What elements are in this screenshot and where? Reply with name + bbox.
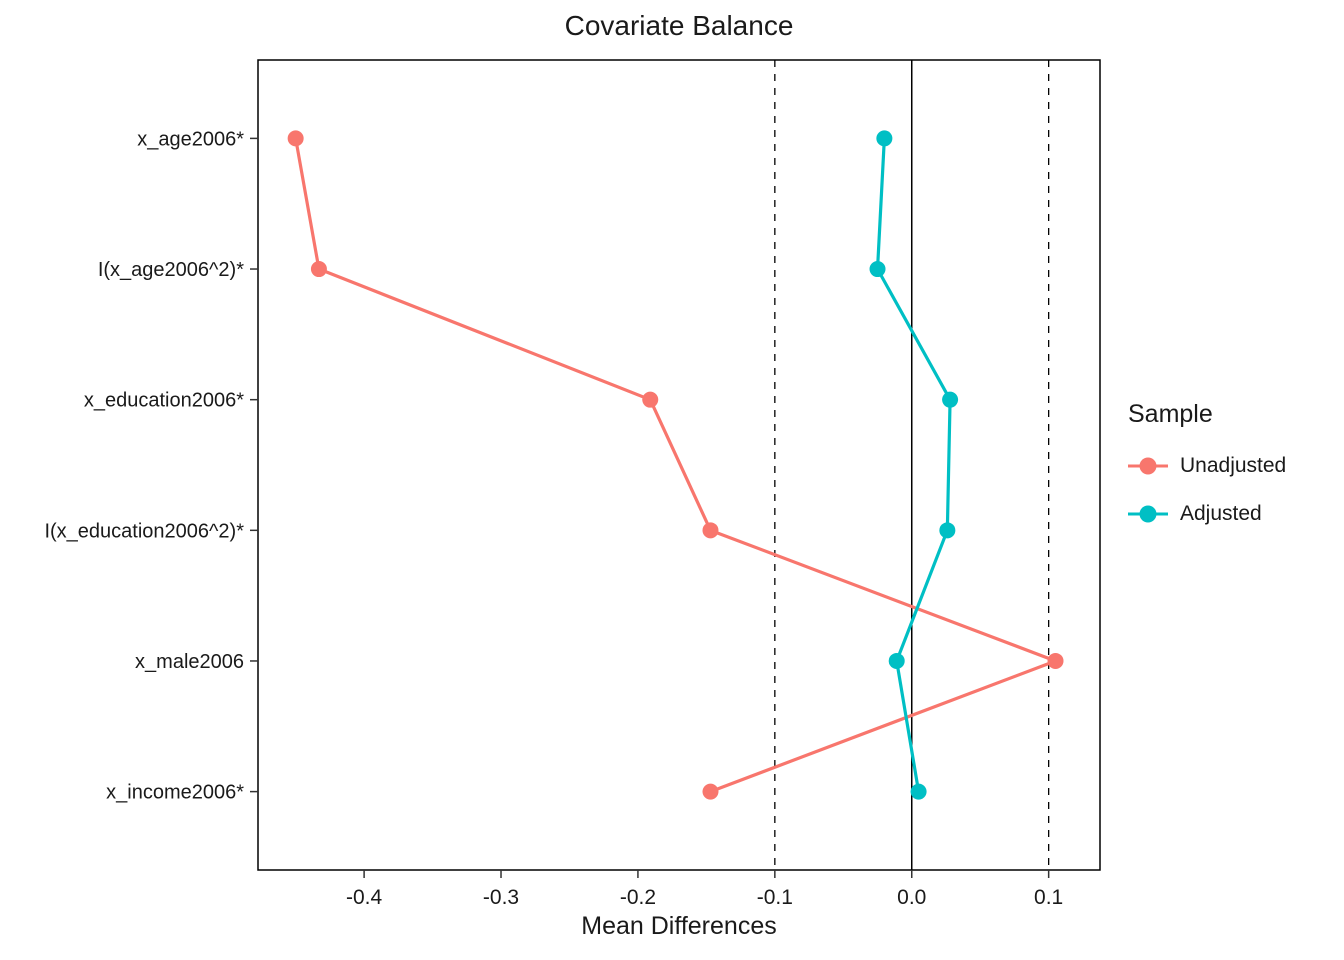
x-tick-label: -0.4 — [346, 886, 383, 909]
category-label: x_age2006* — [137, 128, 244, 150]
legend-label-unadjusted: Unadjusted — [1180, 454, 1287, 477]
point-unadjusted-2 — [642, 391, 659, 408]
x-tick-label: 0.0 — [897, 886, 926, 909]
x-tick-label: -0.2 — [620, 886, 656, 909]
point-unadjusted-5 — [702, 783, 719, 800]
point-unadjusted-1 — [310, 261, 327, 278]
legend-title: Sample — [1128, 400, 1213, 428]
point-adjusted-0 — [876, 130, 893, 147]
category-label: x_income2006* — [106, 782, 244, 804]
x-axis-title: Mean Differences — [581, 912, 777, 940]
point-adjusted-4 — [888, 652, 905, 669]
x-tick-label: -0.3 — [483, 886, 519, 909]
legend-entry-unadjusted: Unadjusted — [1128, 442, 1286, 490]
category-label: I(x_age2006^2)* — [98, 259, 244, 281]
point-swatch-icon — [1139, 505, 1157, 523]
chart-title: Covariate Balance — [564, 10, 794, 41]
point-unadjusted-4 — [1047, 652, 1064, 669]
panel-border — [257, 59, 1101, 871]
legend-key-unadjusted — [1128, 453, 1168, 479]
point-adjusted-5 — [910, 783, 927, 800]
point-adjusted-1 — [869, 261, 886, 278]
point-swatch-icon — [1139, 457, 1157, 475]
category-label: x_education2006* — [84, 390, 244, 412]
series-line-unadjusted — [294, 136, 1058, 794]
point-adjusted-3 — [939, 522, 956, 539]
category-label: I(x_education2006^2)* — [44, 520, 244, 542]
category-label: x_male2006 — [135, 651, 244, 673]
point-adjusted-2 — [942, 391, 959, 408]
legend-label-adjusted: Adjusted — [1180, 502, 1262, 525]
legend-key-adjusted — [1128, 501, 1168, 527]
legend: Sample Unadjusted Adjusted — [1128, 400, 1286, 538]
x-tick-label: 0.1 — [1034, 886, 1063, 909]
point-unadjusted-3 — [702, 522, 719, 539]
series-line-adjusted — [875, 136, 952, 794]
point-unadjusted-0 — [287, 130, 304, 147]
x-tick-label: -0.1 — [757, 886, 793, 909]
legend-entry-adjusted: Adjusted — [1128, 490, 1286, 538]
